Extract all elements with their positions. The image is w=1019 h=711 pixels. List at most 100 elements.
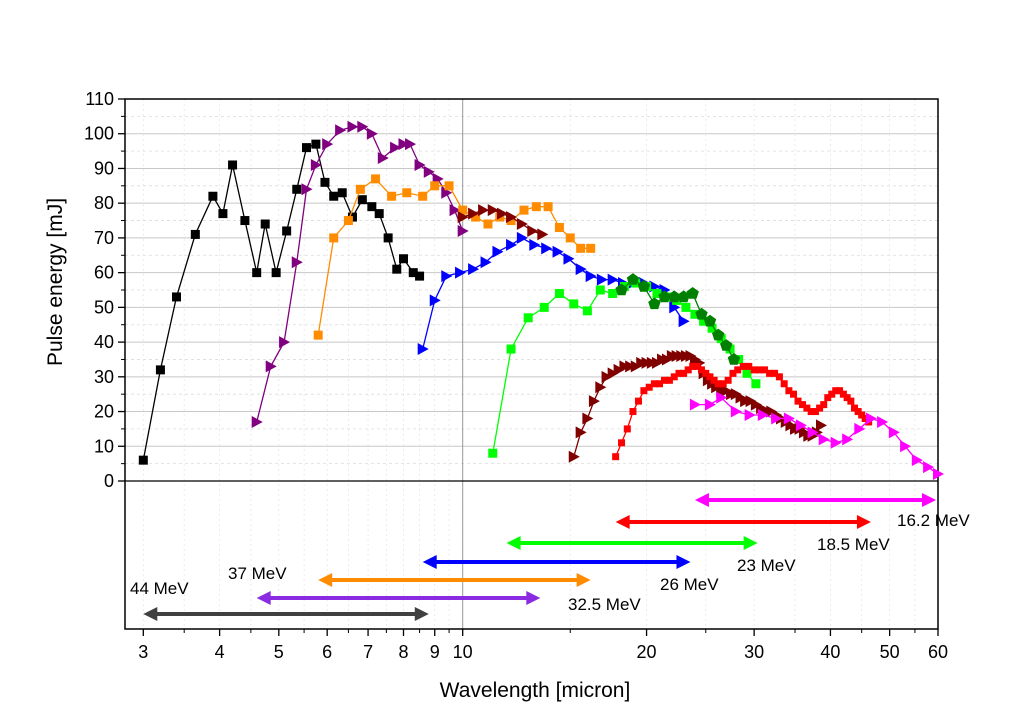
data-point <box>678 315 690 328</box>
data-point <box>343 216 353 226</box>
x-tick-label: 10 <box>453 642 473 662</box>
data-point <box>661 376 669 384</box>
data-point <box>625 360 637 373</box>
energy-range-2: 23 MeV <box>506 536 796 575</box>
data-point <box>612 453 620 461</box>
data-point <box>761 366 769 374</box>
data-point <box>329 191 339 201</box>
data-point <box>408 268 418 278</box>
data-point <box>757 409 769 422</box>
data-point <box>775 373 783 381</box>
data-point <box>371 174 381 184</box>
range-arrowhead-right <box>526 591 541 605</box>
data-point <box>677 290 690 303</box>
y-tick-label: 80 <box>94 193 114 213</box>
y-tick-label: 20 <box>94 402 114 422</box>
data-point <box>634 397 642 405</box>
data-point <box>727 353 741 365</box>
data-point <box>172 292 182 302</box>
data-point <box>707 323 717 333</box>
data-point <box>888 426 900 439</box>
data-point <box>923 461 935 474</box>
data-point <box>335 124 347 137</box>
data-point <box>783 412 795 425</box>
data-point <box>623 425 631 433</box>
range-label: 18.5 MeV <box>817 535 890 554</box>
plot-frame <box>124 98 939 630</box>
data-point <box>686 287 699 299</box>
data-point <box>563 252 575 265</box>
data-point <box>851 404 859 412</box>
data-point <box>836 387 844 395</box>
data-point <box>291 256 303 269</box>
data-point <box>568 450 580 463</box>
data-point <box>702 369 710 377</box>
data-point <box>251 415 263 428</box>
data-point <box>807 426 819 439</box>
data-point <box>497 207 509 220</box>
data-point <box>576 243 586 253</box>
data-point <box>607 367 619 380</box>
data-point <box>554 222 564 232</box>
data-point <box>569 299 579 309</box>
data-point <box>675 369 683 377</box>
x-tick-label: 3 <box>138 642 148 662</box>
data-point <box>444 181 454 191</box>
data-point <box>729 369 737 377</box>
data-point <box>506 344 516 354</box>
data-point <box>480 256 492 269</box>
data-point <box>516 218 528 231</box>
data-point <box>745 362 753 370</box>
data-point <box>252 268 262 278</box>
data-point <box>357 120 369 133</box>
range-arrowhead-right <box>676 555 691 569</box>
data-point <box>595 285 605 295</box>
data-point <box>492 245 504 258</box>
y-axis-label: Pulse energy [mJ] <box>44 198 67 366</box>
data-point <box>543 202 553 212</box>
energy-ranges: 16.2 MeV 18.5 MeV 23 MeV 26 MeV 32.5 MeV 37 M… <box>130 493 970 621</box>
data-point <box>608 288 618 298</box>
data-point <box>423 165 435 178</box>
range-arrowhead-left <box>143 607 158 621</box>
data-point <box>689 398 701 411</box>
data-point <box>794 397 802 405</box>
range-label: 44 MeV <box>130 579 189 598</box>
data-point <box>265 360 277 373</box>
data-point <box>347 120 359 133</box>
data-point <box>820 401 828 409</box>
data-point <box>301 183 313 196</box>
data-point <box>208 191 218 201</box>
data-point <box>539 302 549 312</box>
data-point <box>626 273 640 285</box>
data-point <box>695 307 708 320</box>
data-point <box>565 233 575 243</box>
data-point <box>739 362 747 370</box>
data-point <box>771 369 779 377</box>
data-point <box>751 379 761 389</box>
series-3 <box>457 204 549 241</box>
data-point <box>697 366 705 374</box>
data-point <box>582 412 594 425</box>
data-point <box>366 127 378 140</box>
data-point <box>637 280 651 292</box>
range-label: 37 MeV <box>228 564 287 583</box>
data-point <box>648 297 661 310</box>
x-tick-label: 4 <box>215 642 225 662</box>
range-arrowhead-left <box>694 493 709 507</box>
energy-range-3: 26 MeV <box>422 555 719 594</box>
data-point <box>458 205 468 215</box>
data-point <box>703 314 717 327</box>
data-point <box>858 411 866 419</box>
data-point <box>506 216 516 226</box>
data-point <box>601 370 613 383</box>
data-point <box>405 138 417 151</box>
data-point <box>710 376 718 384</box>
range-arrowhead-right <box>922 493 936 507</box>
data-point <box>596 273 608 286</box>
data-point <box>680 369 688 377</box>
data-point <box>527 224 539 237</box>
range-arrowhead-right <box>743 536 758 550</box>
data-point <box>457 224 469 237</box>
x-axis-label: Wavelength [micron] <box>440 679 631 702</box>
